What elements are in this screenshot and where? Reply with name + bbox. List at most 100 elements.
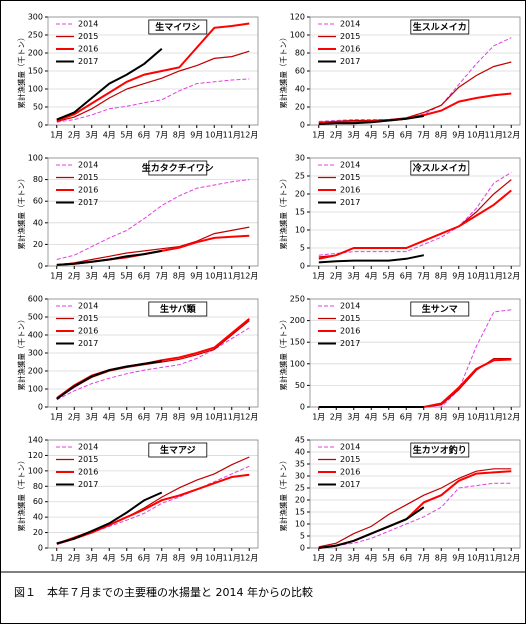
y-tick-label: 20 [33, 240, 43, 249]
x-tick-label: 3月 [85, 554, 98, 563]
legend-label: 2016 [340, 186, 360, 195]
y-tick-label: 20 [295, 496, 305, 505]
x-tick-label: 2月 [330, 413, 343, 422]
x-tick-label: 12月 [240, 272, 258, 281]
series-line [318, 309, 512, 408]
x-tick-label: 12月 [502, 272, 520, 281]
title-box [148, 160, 208, 176]
x-tick-label: 4月 [365, 554, 378, 563]
y-tick-label: 100 [290, 359, 305, 368]
x-tick-label: 8月 [435, 554, 448, 563]
x-tick-label: 6月 [138, 554, 151, 563]
x-tick-label: 10月 [467, 413, 485, 422]
y-tick-label: 500 [28, 313, 43, 322]
series-line [318, 61, 512, 123]
x-tick-label: 8月 [173, 131, 186, 140]
x-tick-label: 5月 [120, 413, 133, 422]
x-tick-label: 5月 [382, 272, 395, 281]
legend-label: 2017 [340, 198, 360, 207]
x-tick-label: 7月 [155, 554, 168, 563]
x-tick-label: 11月 [223, 413, 241, 422]
x-tick-label: 5月 [382, 554, 395, 563]
x-tick-label: 3月 [85, 413, 98, 422]
y-tick-label: 80 [33, 482, 43, 491]
series-line [56, 491, 163, 545]
x-tick-label: 8月 [173, 554, 186, 563]
series-line [318, 254, 425, 264]
x-tick-label: 11月 [223, 131, 241, 140]
x-tick-label: 8月 [435, 272, 448, 281]
x-tick-label: 1月 [50, 131, 63, 140]
plot-frame [309, 16, 521, 126]
legend-label: 2017 [78, 198, 98, 207]
y-tick-label: 40 [295, 85, 305, 94]
y-tick-label: 45 [295, 436, 305, 445]
y-tick-label: 15 [295, 508, 305, 517]
x-tick-label: 4月 [103, 272, 116, 281]
plot-frame [47, 157, 259, 267]
y-axis-label: 累計漁獲量（千トン） [278, 457, 288, 532]
x-tick-label: 10月 [205, 413, 223, 422]
x-tick-label: 6月 [400, 413, 413, 422]
series-line [318, 506, 425, 549]
series-line [56, 360, 162, 400]
x-tick-label: 10月 [205, 272, 223, 281]
x-tick-label: 8月 [173, 413, 186, 422]
y-axis-label: 累計漁獲量（千トン） [16, 316, 26, 391]
x-tick-label: 5月 [382, 413, 395, 422]
y-axis-label: 累計漁獲量（千トン） [16, 175, 26, 250]
legend-label: 2014 [78, 20, 98, 29]
y-tick-label: 100 [28, 466, 43, 475]
x-tick-label: 12月 [240, 131, 258, 140]
x-tick-label: 9月 [452, 131, 465, 140]
x-tick-label: 9月 [452, 272, 465, 281]
chart-title: 生サンマ [422, 303, 458, 315]
y-tick-label: 140 [28, 436, 43, 445]
title-box [148, 442, 208, 458]
x-tick-label: 3月 [347, 413, 360, 422]
y-tick-label: 50 [33, 103, 43, 112]
chart-title: 生カツオ釣り [413, 444, 467, 456]
y-axis-label: 累計漁獲量（千トン） [278, 175, 288, 250]
y-tick-label: 10 [295, 226, 305, 235]
x-tick-label: 2月 [68, 413, 81, 422]
y-tick-label: 0 [300, 403, 305, 412]
y-tick-label: 60 [33, 197, 43, 206]
series-line [318, 358, 512, 408]
legend-label: 2014 [78, 443, 98, 452]
y-tick-label: 20 [33, 528, 43, 537]
legend-label: 2017 [340, 339, 360, 348]
legend-label: 2014 [340, 20, 360, 29]
chart-title: 生カタクチイワシ [142, 162, 214, 174]
y-tick-label: 150 [290, 338, 305, 347]
y-tick-label: 15 [295, 208, 305, 217]
legend-label: 2016 [340, 327, 360, 336]
y-tick-label: 80 [33, 175, 43, 184]
x-tick-label: 6月 [138, 272, 151, 281]
y-tick-label: 60 [295, 67, 305, 76]
y-tick-label: 40 [295, 448, 305, 457]
series-line [318, 482, 512, 549]
legend-label: 2016 [78, 468, 98, 477]
x-tick-label: 6月 [138, 131, 151, 140]
y-tick-label: 30 [295, 472, 305, 481]
x-tick-label: 9月 [452, 554, 465, 563]
x-tick-label: 9月 [190, 554, 203, 563]
x-tick-label: 4月 [365, 413, 378, 422]
y-tick-label: 5 [300, 532, 305, 541]
x-tick-label: 6月 [138, 413, 151, 422]
y-tick-label: 10 [295, 520, 305, 529]
legend-label: 2016 [340, 45, 360, 54]
x-tick-label: 11月 [485, 131, 503, 140]
y-tick-label: 120 [290, 13, 305, 22]
y-tick-label: 100 [28, 154, 43, 163]
y-tick-label: 100 [28, 85, 43, 94]
x-tick-label: 8月 [435, 131, 448, 140]
x-tick-label: 6月 [400, 131, 413, 140]
x-tick-label: 11月 [485, 413, 503, 422]
x-tick-label: 3月 [347, 554, 360, 563]
series-line [318, 115, 424, 126]
y-tick-label: 400 [28, 331, 43, 340]
x-tick-label: 10月 [205, 131, 223, 140]
caption: 図１ 本年７月までの主要種の水揚量と 2014 年からの比較 [14, 585, 313, 599]
